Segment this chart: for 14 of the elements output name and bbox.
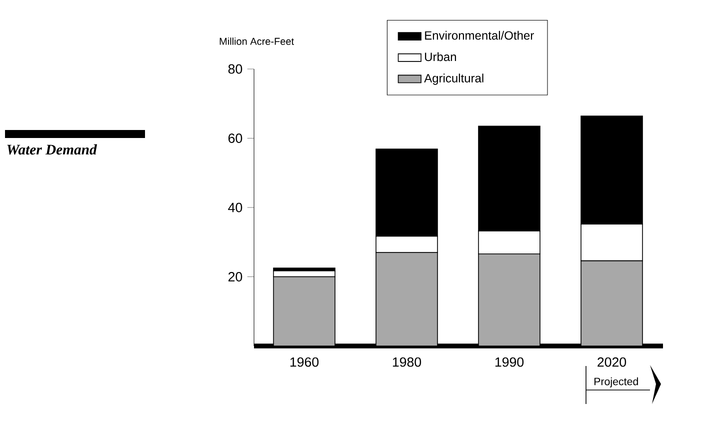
x-tick-label: 1990	[495, 357, 524, 367]
x-tick-label: 1980	[392, 357, 422, 367]
x-tick-label: 2020	[598, 357, 626, 367]
y-tick-label: 40	[228, 202, 242, 212]
y-tick-label: 80	[228, 64, 242, 74]
legend-label: Urban	[425, 52, 456, 62]
y-tick-label: 20	[228, 272, 242, 282]
legend-label: Agricultural	[424, 74, 484, 85]
y-tick-label: 60	[228, 134, 242, 143]
y-axis-title: Million Acre-Feet	[220, 38, 294, 45]
legend-label: Environmental/Other	[425, 30, 534, 40]
text: Projected	[594, 377, 638, 388]
x-tick-label: 1960	[290, 357, 319, 367]
text: Water Demand	[7, 144, 98, 155]
